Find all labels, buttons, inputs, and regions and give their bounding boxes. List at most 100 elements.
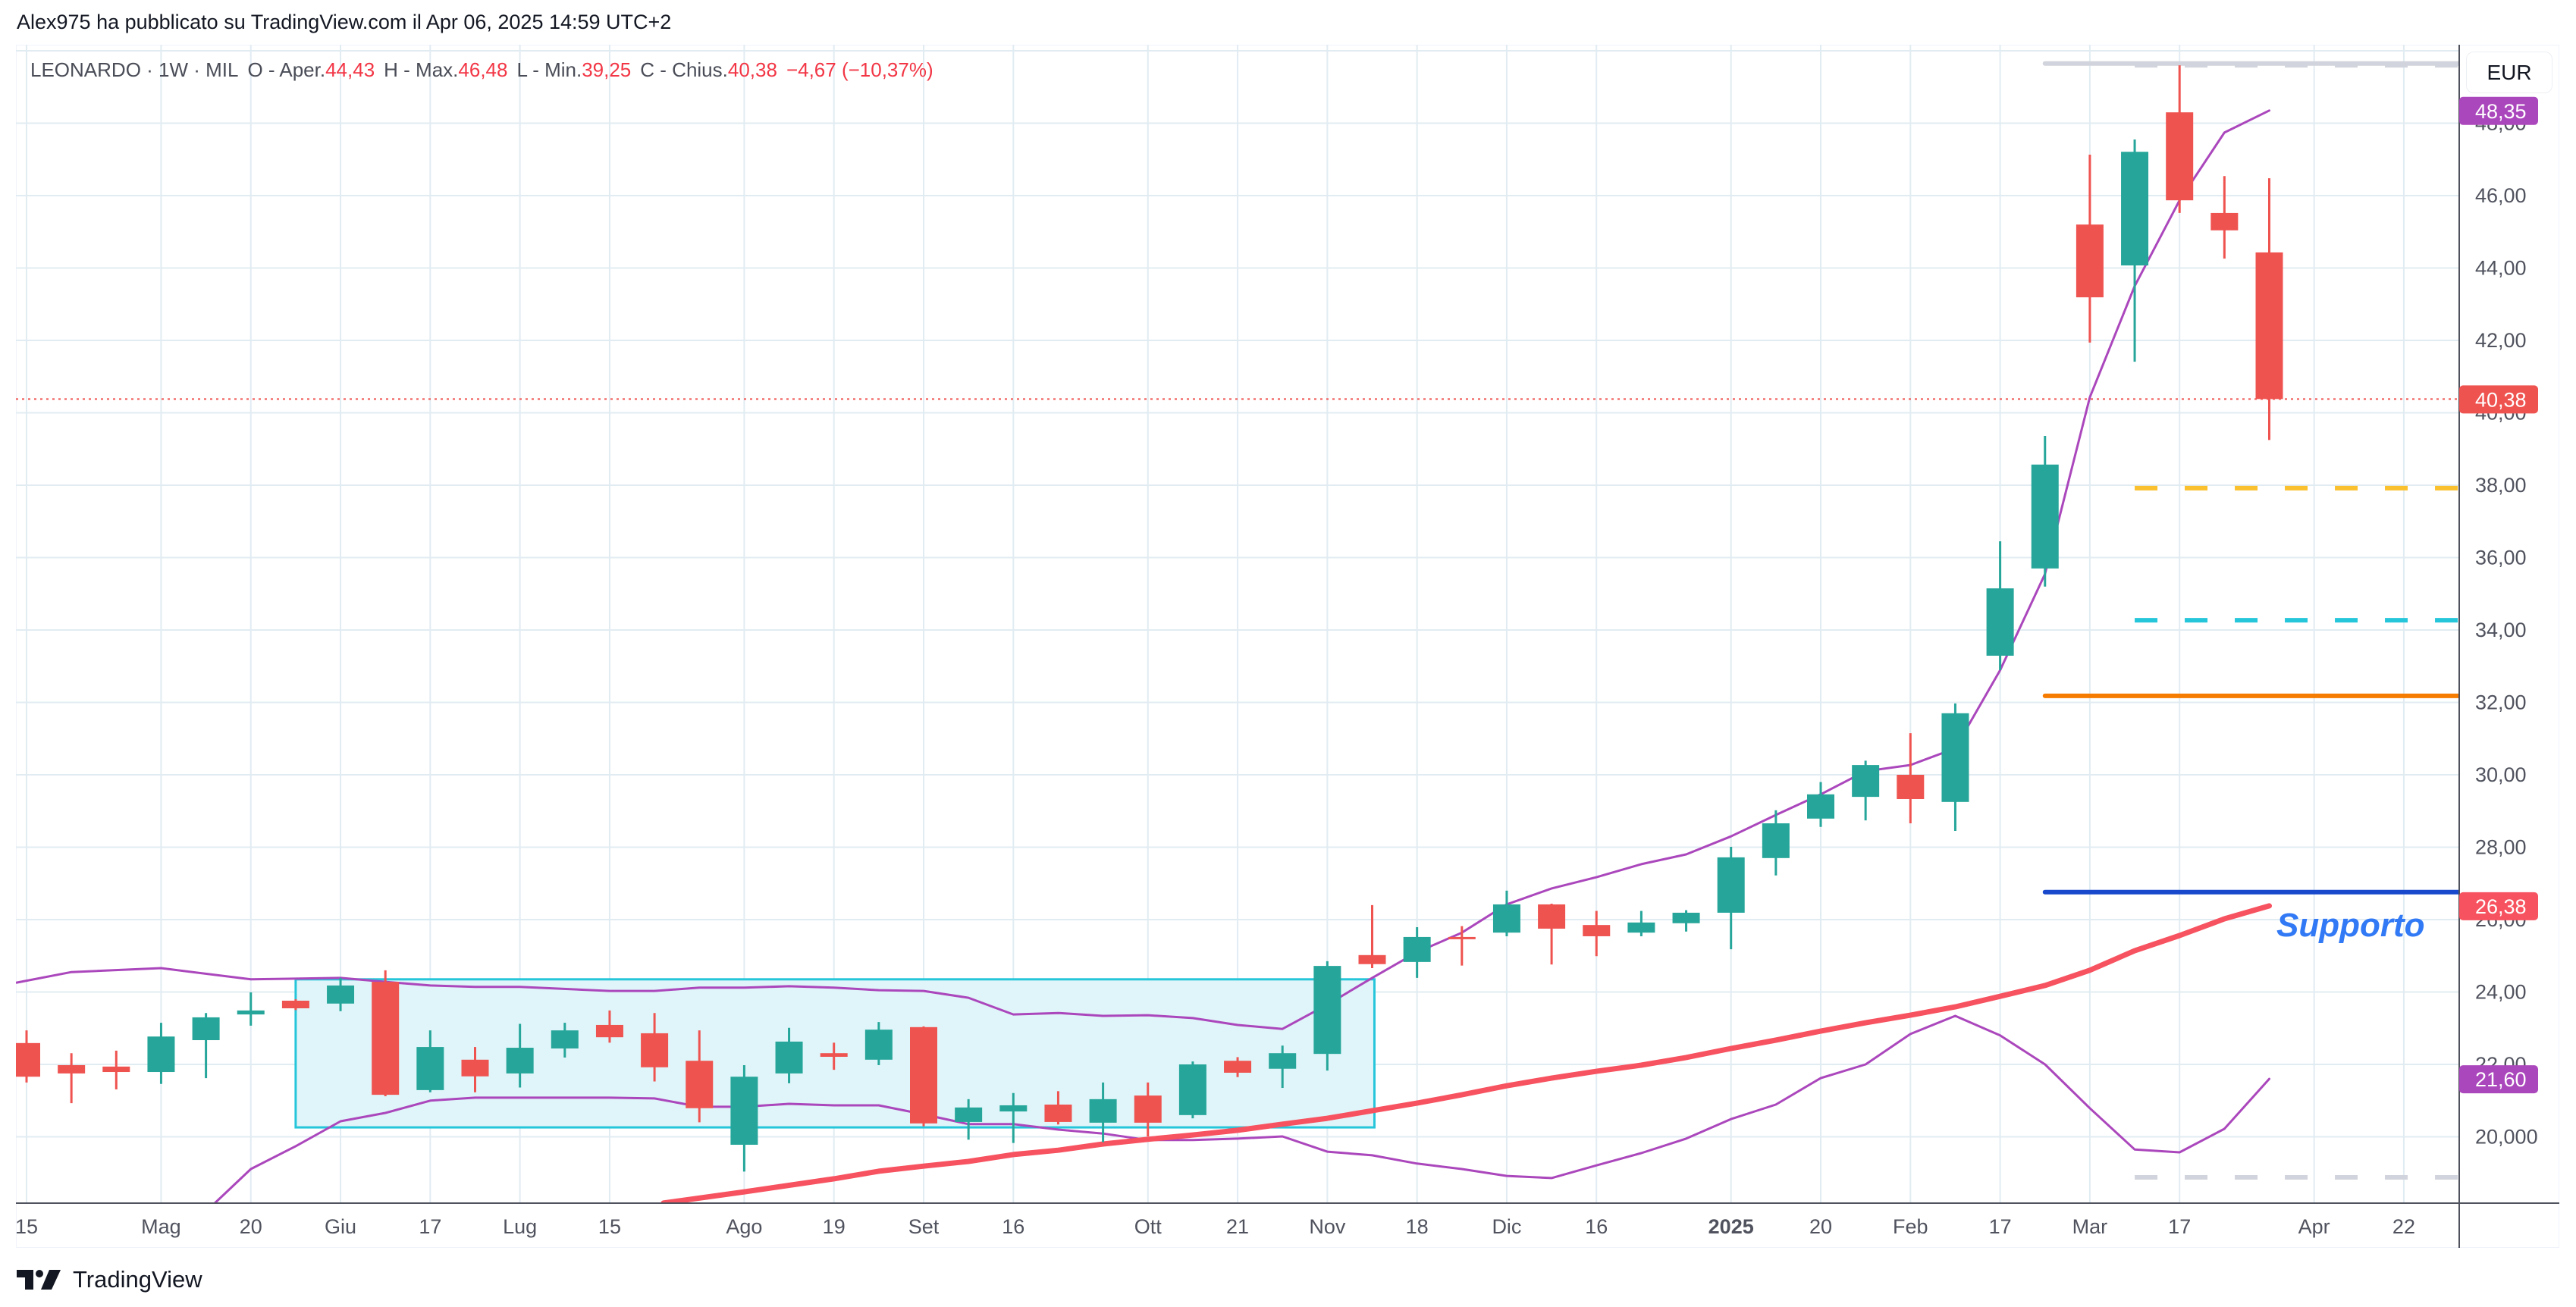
candle-body bbox=[1897, 775, 1925, 799]
candle[interactable] bbox=[1941, 703, 1969, 832]
candle[interactable] bbox=[595, 1010, 623, 1043]
candle-body bbox=[1269, 1053, 1297, 1069]
candle-body bbox=[2076, 224, 2104, 298]
time-tick-label: 18 bbox=[1406, 1215, 1429, 1238]
candle-body bbox=[2121, 152, 2149, 266]
candle[interactable] bbox=[955, 1099, 983, 1140]
footer-brand[interactable]: TradingView bbox=[17, 1265, 202, 1295]
price-tick-label: 46,00 bbox=[2475, 184, 2527, 207]
candle[interactable] bbox=[775, 1027, 803, 1083]
candle-body bbox=[1089, 1099, 1117, 1123]
candle-body bbox=[2255, 252, 2283, 400]
candle[interactable] bbox=[1403, 927, 1431, 978]
candle-body bbox=[102, 1066, 130, 1073]
candle[interactable] bbox=[1492, 890, 1520, 936]
price-tick-label: 38,00 bbox=[2475, 474, 2527, 497]
candle[interactable] bbox=[1224, 1057, 1252, 1077]
candle-body bbox=[730, 1077, 758, 1146]
candle[interactable] bbox=[147, 1023, 175, 1084]
candle[interactable] bbox=[506, 1023, 534, 1088]
time-tick-label: Nov bbox=[1309, 1215, 1346, 1238]
candle[interactable] bbox=[1807, 782, 1834, 827]
time-tick-label: Mag bbox=[141, 1215, 181, 1238]
time-tick-label: 20 bbox=[1809, 1215, 1832, 1238]
supporto-annotation: Supporto bbox=[2276, 907, 2425, 944]
legend-symbol[interactable]: LEONARDO · 1W · MIL bbox=[30, 58, 239, 81]
candle[interactable] bbox=[281, 999, 309, 1011]
candle[interactable] bbox=[58, 1053, 86, 1104]
candle-body bbox=[641, 1033, 669, 1067]
candle[interactable] bbox=[461, 1047, 489, 1092]
candle[interactable] bbox=[1448, 926, 1476, 966]
candle[interactable] bbox=[1044, 1091, 1072, 1125]
candle[interactable] bbox=[820, 1042, 848, 1070]
candle-body bbox=[1717, 857, 1745, 913]
candle-body bbox=[147, 1036, 175, 1073]
time-tick-label: 22 bbox=[2392, 1215, 2415, 1238]
candle[interactable] bbox=[1358, 904, 1386, 968]
candle[interactable] bbox=[551, 1023, 579, 1058]
candle-body bbox=[237, 1010, 265, 1015]
candle[interactable] bbox=[2031, 436, 2059, 587]
chart-frame bbox=[16, 45, 2559, 1248]
time-tick-label: 17 bbox=[419, 1215, 441, 1238]
legend-high-label: H - Max. bbox=[384, 58, 459, 81]
grid-lines bbox=[16, 45, 2459, 1203]
candle[interactable] bbox=[1134, 1082, 1162, 1137]
currency-button[interactable]: EUR bbox=[2466, 52, 2552, 93]
candle-body bbox=[1313, 966, 1341, 1055]
moving-average-line[interactable] bbox=[660, 903, 2272, 1203]
legend-high-value: 46,48 bbox=[458, 58, 508, 81]
ohlc-legend: LEONARDO · 1W · MIL O - Aper.44,43 H - Max… bbox=[30, 58, 933, 82]
legend-close-label: C - Chius. bbox=[640, 58, 728, 81]
candle[interactable] bbox=[2121, 139, 2149, 362]
candle[interactable] bbox=[1313, 961, 1341, 1071]
candle-body bbox=[1178, 1064, 1206, 1115]
candle[interactable] bbox=[864, 1022, 893, 1065]
candle-body bbox=[955, 1107, 983, 1122]
candle[interactable] bbox=[2255, 178, 2283, 440]
candle[interactable] bbox=[1538, 903, 1566, 965]
price-tick-label: 24,00 bbox=[2475, 981, 2527, 1004]
candle[interactable] bbox=[1178, 1061, 1206, 1119]
candle[interactable] bbox=[999, 1092, 1028, 1143]
candle[interactable] bbox=[192, 1013, 220, 1079]
candle[interactable] bbox=[1627, 911, 1655, 936]
candle[interactable] bbox=[102, 1050, 130, 1089]
candle-body bbox=[372, 982, 400, 1095]
bollinger-lower-line[interactable] bbox=[213, 1014, 2270, 1203]
candle[interactable] bbox=[2166, 65, 2194, 213]
candle[interactable] bbox=[372, 970, 400, 1097]
candle[interactable] bbox=[1762, 810, 1790, 876]
candle-body bbox=[2166, 112, 2194, 201]
price-badge: 21,60 bbox=[2459, 1065, 2538, 1094]
candle[interactable] bbox=[686, 1030, 714, 1123]
candle[interactable] bbox=[910, 1026, 937, 1127]
time-tick-label: 21 bbox=[1226, 1215, 1249, 1238]
candle[interactable] bbox=[327, 977, 355, 1011]
price-tick-label: 42,00 bbox=[2475, 329, 2527, 352]
candle[interactable] bbox=[416, 1030, 444, 1092]
price-badge-label: 48,35 bbox=[2475, 100, 2527, 123]
candle[interactable] bbox=[2210, 176, 2239, 259]
time-tick-label: 17 bbox=[2168, 1215, 2191, 1238]
candle[interactable] bbox=[1672, 910, 1700, 932]
candle[interactable] bbox=[641, 1013, 669, 1082]
candle[interactable] bbox=[1717, 847, 1745, 950]
candle[interactable] bbox=[237, 992, 265, 1026]
candle-body bbox=[281, 1000, 309, 1008]
time-axis-ticks: 15 Mag 20 Giu 17 Lug 15 Ago 19 Set 16 Ott 21 Nov 18 Dic… bbox=[15, 1215, 2415, 1238]
candle[interactable] bbox=[13, 1030, 40, 1083]
candle[interactable] bbox=[2076, 155, 2104, 343]
candle[interactable] bbox=[1986, 541, 2014, 671]
candle[interactable] bbox=[1897, 733, 1925, 823]
bollinger-upper-line[interactable] bbox=[16, 109, 2270, 1030]
candle[interactable] bbox=[1583, 911, 1611, 957]
candle[interactable] bbox=[1852, 760, 1880, 821]
candle[interactable] bbox=[730, 1064, 758, 1172]
price-badge-bg bbox=[2459, 96, 2538, 125]
candle[interactable] bbox=[1269, 1045, 1297, 1089]
price-badge-label: 26,38 bbox=[2475, 895, 2527, 918]
candle[interactable] bbox=[1089, 1082, 1117, 1142]
